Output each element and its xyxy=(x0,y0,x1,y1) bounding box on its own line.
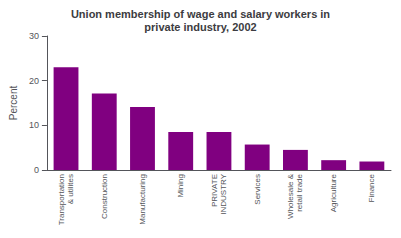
svg-text:Construction: Construction xyxy=(100,174,109,219)
svg-text:private industry, 2002: private industry, 2002 xyxy=(144,21,256,33)
svg-text:Mining: Mining xyxy=(176,174,185,198)
svg-text:Agriculture: Agriculture xyxy=(329,173,338,212)
svg-text:20: 20 xyxy=(29,76,39,86)
svg-text:INDUSTRY: INDUSTRY xyxy=(219,173,228,214)
svg-text:0: 0 xyxy=(34,165,39,175)
svg-text:Wholesale &: Wholesale & xyxy=(286,173,295,219)
svg-text:Union membership of wage and s: Union membership of wage and salary work… xyxy=(71,8,330,20)
svg-text:30: 30 xyxy=(29,31,39,41)
svg-text:Finance: Finance xyxy=(367,173,376,202)
svg-text:Services: Services xyxy=(253,174,262,205)
svg-text:& utilites: & utilites xyxy=(66,174,75,204)
svg-text:Manufacturing: Manufacturing xyxy=(138,174,147,225)
svg-text:Percent: Percent xyxy=(8,86,19,121)
svg-text:retail trade: retail trade xyxy=(295,173,304,211)
svg-text:10: 10 xyxy=(29,120,39,130)
svg-text:Transportation: Transportation xyxy=(57,174,66,225)
svg-text:PRIVATE: PRIVATE xyxy=(210,174,219,207)
